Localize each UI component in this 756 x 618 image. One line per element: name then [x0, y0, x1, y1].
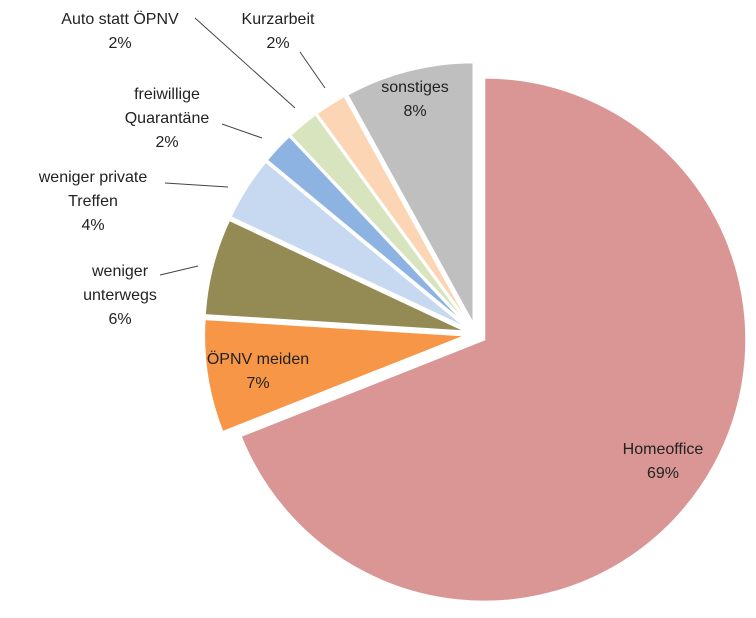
- value-label: 6%: [108, 311, 131, 328]
- pie-slice: [203, 318, 467, 434]
- value-label: 7%: [246, 375, 269, 392]
- category-label: weniger unterwegs: [83, 263, 157, 304]
- pie-slice: [288, 112, 471, 327]
- category-label: weniger private Treffen: [38, 169, 148, 210]
- category-label: sonstiges: [381, 79, 449, 96]
- value-label: 8%: [403, 103, 426, 120]
- label-line: weniger private: [38, 169, 148, 186]
- pie-slice: [265, 134, 470, 328]
- category-label: freiwillige Quarantäne: [125, 86, 210, 127]
- leader-line: [164, 182, 229, 188]
- label-line: weniger: [91, 263, 149, 280]
- category-label: ÖPNV meiden: [207, 350, 309, 368]
- label-line: ÖPNV meiden: [207, 350, 309, 368]
- pie-slice: [315, 94, 472, 327]
- label-line: Kurzarbeit: [242, 11, 315, 28]
- pie-slice: [239, 76, 748, 603]
- category-label: Auto statt ÖPNV: [61, 10, 179, 28]
- label-line: Homeoffice: [623, 441, 704, 458]
- label-line: Treffen: [68, 193, 118, 210]
- value-label: 2%: [266, 35, 289, 52]
- value-label: 4%: [81, 217, 104, 234]
- leader-line: [159, 265, 199, 276]
- category-label: Kurzarbeit: [242, 11, 315, 28]
- label-line: sonstiges: [381, 79, 449, 96]
- leader-line: [221, 123, 263, 139]
- label-line: freiwillige: [134, 86, 200, 103]
- value-label: 69%: [647, 465, 679, 482]
- leader-line: [299, 51, 326, 89]
- category-label: Homeoffice: [623, 441, 704, 458]
- leader-line: [194, 17, 296, 109]
- value-label: 2%: [108, 35, 131, 52]
- pie-slice: [229, 160, 469, 330]
- pie-slice: [345, 61, 475, 325]
- label-line: Quarantäne: [125, 110, 210, 127]
- value-label: 2%: [155, 134, 178, 151]
- pie-slice: [203, 218, 467, 333]
- label-line: unterwegs: [83, 287, 157, 304]
- label-line: Auto statt ÖPNV: [61, 10, 179, 28]
